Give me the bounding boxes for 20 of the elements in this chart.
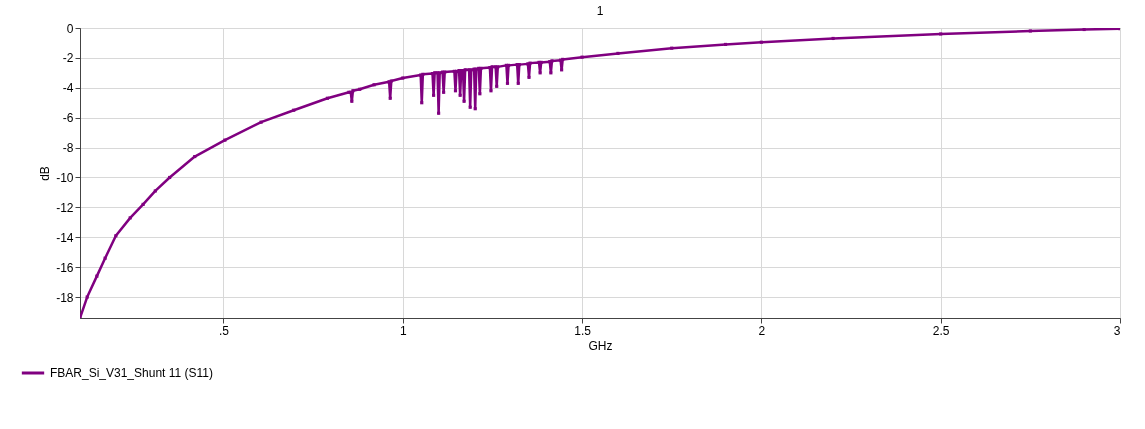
x-tick-label: 1.5 bbox=[574, 323, 592, 338]
y-tick-label: -2 bbox=[62, 51, 74, 66]
y-tick-label: 0 bbox=[66, 21, 74, 36]
chart-title: 1 bbox=[596, 4, 604, 18]
y-tick-label: -6 bbox=[62, 111, 74, 126]
y-tick-label: -4 bbox=[62, 81, 74, 96]
y-tick-label: -14 bbox=[56, 230, 74, 245]
x-tick-label: 3 bbox=[1113, 323, 1121, 338]
y-axis-title: dB bbox=[38, 166, 53, 181]
y-tick-label: -8 bbox=[62, 141, 74, 156]
y-tick-label: -12 bbox=[56, 200, 74, 215]
x-tick-label: .5 bbox=[218, 323, 230, 338]
x-tick-label: 1 bbox=[399, 323, 407, 338]
y-tick-label: -16 bbox=[56, 260, 74, 275]
legend-label: FBAR_Si_V31_Shunt 11 (S11) bbox=[50, 366, 213, 380]
y-tick-label: -10 bbox=[56, 170, 74, 185]
x-axis-title: GHz bbox=[588, 338, 613, 353]
y-tick-label: -18 bbox=[56, 290, 74, 305]
x-tick-label: 2 bbox=[758, 323, 766, 338]
x-tick-label: 2.5 bbox=[932, 323, 950, 338]
